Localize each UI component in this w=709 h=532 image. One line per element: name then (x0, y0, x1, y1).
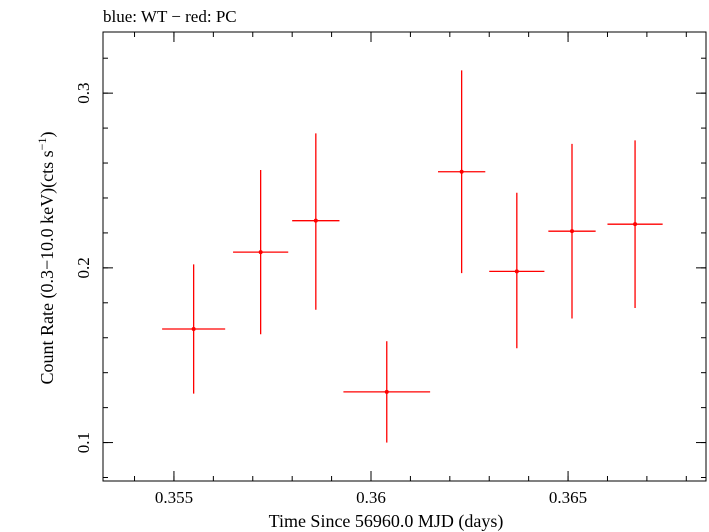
y-tick-label: 0.2 (74, 257, 93, 278)
data-point (292, 133, 340, 310)
axis-ticks: 0.355 0.36 0.365 0.1 0.2 0.3 (74, 32, 706, 507)
data-point (607, 140, 663, 309)
x-tick-label: 0.355 (155, 488, 193, 507)
y-axis-label: Count Rate (0.3−10.0 keV)(cts s−1) (35, 132, 58, 385)
y-axis-label-exponent: −1 (35, 138, 49, 151)
y-tick-label: 0.1 (74, 432, 93, 453)
data-point (233, 170, 289, 335)
y-axis-label-main: Count Rate (0.3−10.0 keV)(cts s (37, 150, 58, 384)
x-tick-label: 0.36 (356, 488, 386, 507)
y-axis-label-close: ) (37, 132, 58, 138)
point-marker (514, 269, 519, 274)
data-points (162, 70, 663, 443)
data-point (343, 341, 431, 443)
chart-title: blue: WT − red: PC (103, 7, 237, 26)
data-point (489, 192, 545, 349)
point-marker (570, 229, 574, 234)
point-marker (633, 222, 638, 227)
data-point (548, 143, 596, 319)
point-marker (384, 389, 389, 394)
point-marker (191, 327, 196, 332)
data-point (162, 264, 226, 394)
x-axis-label: Time Since 56960.0 MJD (days) (269, 511, 504, 532)
x-tick-label: 0.365 (549, 488, 587, 507)
data-point (438, 70, 486, 274)
point-marker (313, 218, 318, 223)
plot-frame (102, 31, 707, 482)
point-marker (459, 169, 464, 174)
point-marker (258, 250, 263, 255)
y-tick-label: 0.3 (74, 83, 93, 104)
